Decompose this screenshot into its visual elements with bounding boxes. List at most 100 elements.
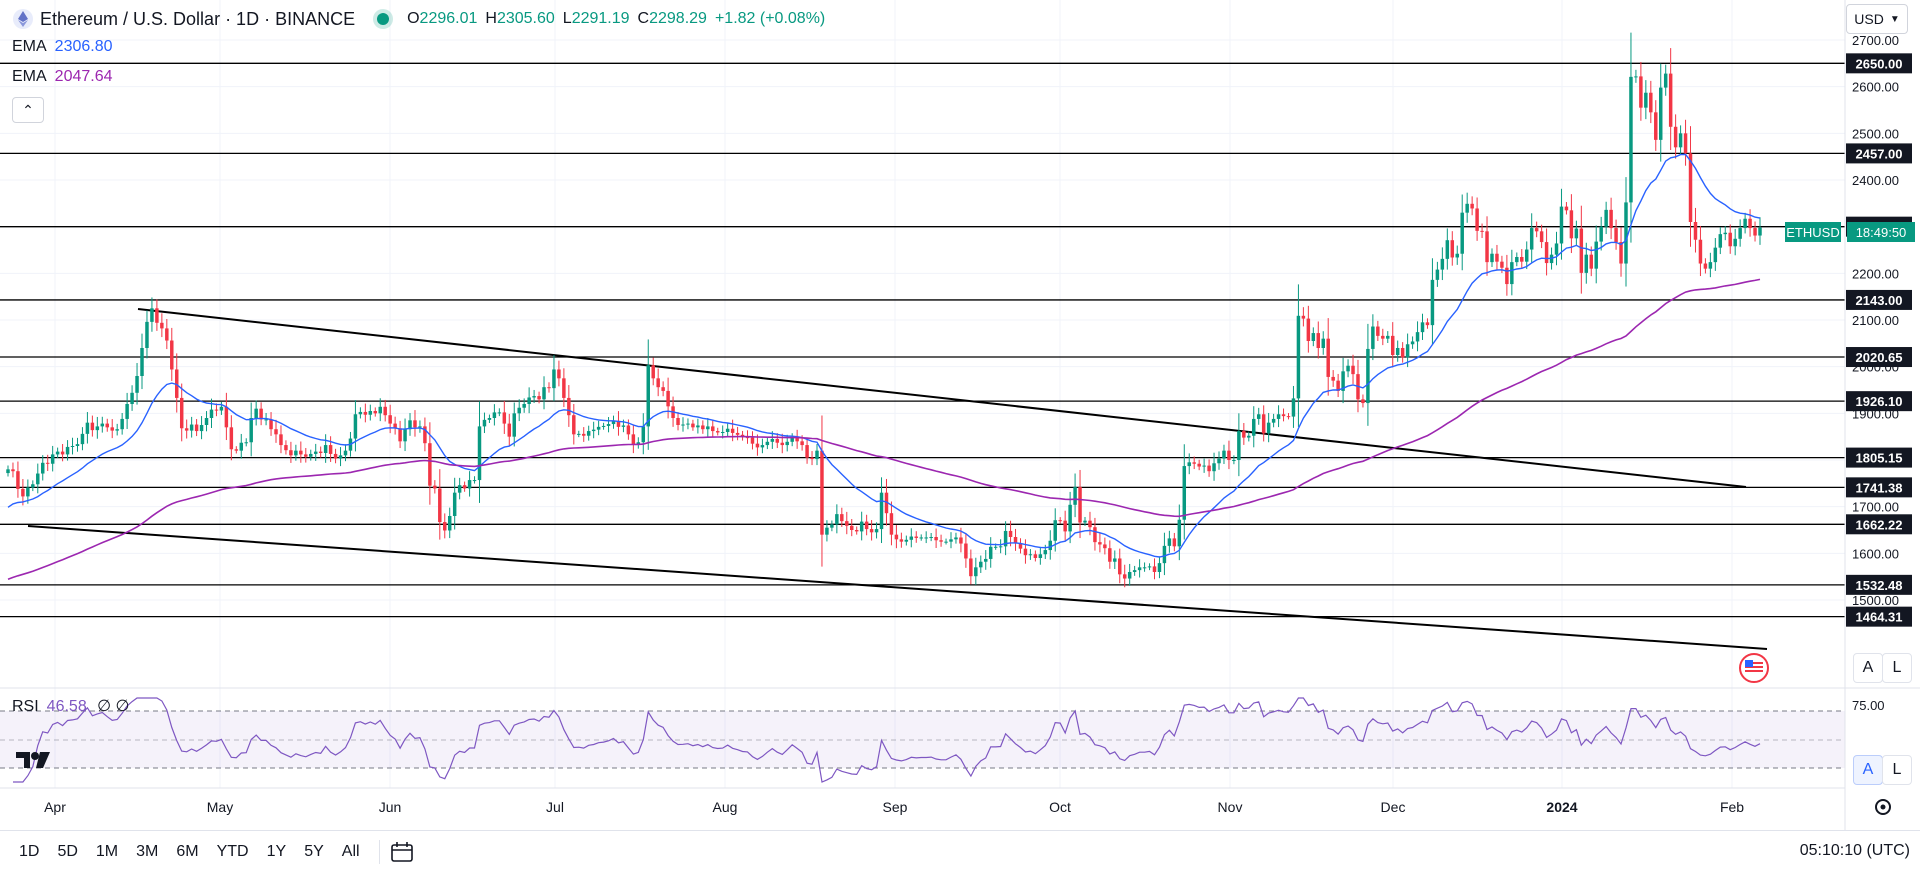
upper-trendline[interactable] [137, 308, 1747, 488]
candle-body [964, 543, 968, 559]
clock-utc[interactable]: 05:10:10 (UTC) [1799, 842, 1910, 859]
candle-body [1450, 240, 1455, 258]
ema-fast-legend[interactable]: EMA 2306.80 [12, 38, 113, 55]
candle-body [1316, 333, 1321, 348]
candle-body [1197, 463, 1201, 467]
chevron-up-icon: ⌃ [22, 101, 34, 118]
price-level-label-bg [1846, 347, 1912, 368]
symbol-title[interactable]: Ethereum / U.S. Dollar · 1D · BINANCE [40, 8, 356, 29]
range-5d[interactable]: 5D [57, 843, 78, 860]
candle-body [1634, 76, 1638, 78]
price-axis-tick: 2100.00 [1852, 313, 1899, 328]
candle-body [988, 546, 993, 559]
candle-body [229, 427, 234, 450]
range-6m[interactable]: 6M [176, 843, 199, 860]
candle-body [487, 418, 492, 420]
candle-body [706, 426, 710, 430]
candle-body [1693, 222, 1698, 240]
time-axis[interactable]: Apr May Jun Jul Aug Sep Oct Nov Dec 2024 Feb [44, 799, 1744, 815]
candles-series[interactable] [6, 32, 1762, 588]
candle-body [1266, 422, 1271, 434]
currency-label: USD [1854, 11, 1884, 27]
range-ytd[interactable]: YTD [216, 843, 249, 860]
symbol-tag-countdown: 18:49:50 [1856, 225, 1907, 240]
rsi-log-scale-button[interactable]: L [1882, 755, 1912, 785]
candle-body [1510, 262, 1514, 285]
range-1m[interactable]: 1M [95, 843, 119, 860]
candle-body [1539, 231, 1544, 243]
candle-body [1713, 247, 1718, 263]
calendar-range-icon[interactable] [390, 841, 414, 863]
flag-us-icon[interactable] [1739, 653, 1769, 683]
candle-body [1400, 348, 1405, 358]
candle-body [1599, 226, 1603, 242]
candle-body [6, 469, 10, 474]
candle-body [1668, 73, 1673, 127]
lower-trendline[interactable] [27, 525, 1768, 650]
candle-body [790, 438, 794, 442]
candle-body [1276, 414, 1281, 419]
candle-body [810, 457, 814, 460]
candle-body [1291, 398, 1296, 417]
rsi-auto-scale-button[interactable]: A [1853, 755, 1883, 785]
horizontal-levels[interactable] [0, 62, 1845, 618]
log-scale-button[interactable]: L [1882, 653, 1912, 683]
candle-body [264, 419, 268, 421]
candle-body [552, 369, 556, 389]
chevron-down-icon: ▼ [1889, 13, 1900, 25]
range-1y[interactable]: 1Y [266, 843, 287, 860]
candle-body [854, 530, 859, 532]
candle-body [1202, 465, 1206, 467]
candle-body [1440, 258, 1445, 270]
candle-body [125, 404, 129, 419]
candle-body [155, 308, 159, 323]
ema-slow-legend[interactable]: EMA 2047.64 [12, 68, 113, 85]
candle-body [1118, 558, 1122, 575]
candle-body [919, 537, 923, 539]
candle-body [11, 469, 15, 472]
candle-body [914, 536, 918, 538]
range-1d[interactable]: 1D [19, 843, 40, 860]
candle-body [189, 424, 194, 431]
candle-body [929, 537, 933, 538]
range-5y[interactable]: 5Y [304, 843, 324, 860]
candle-body [378, 406, 382, 414]
candle-body [909, 536, 914, 540]
candle-body [462, 485, 467, 489]
candle-body [1758, 227, 1762, 236]
candle-body [1505, 267, 1509, 285]
candle-body [31, 484, 35, 488]
market-open-icon[interactable] [377, 13, 390, 25]
candle-body [512, 413, 516, 437]
svg-text:75.00: 75.00 [1852, 698, 1885, 713]
candle-body [626, 425, 631, 435]
range-3m[interactable]: 3M [136, 843, 159, 860]
currency-selector[interactable]: USD ▼ [1846, 4, 1908, 34]
price-level-label-bg [1846, 447, 1912, 468]
tradingview-logo[interactable] [14, 748, 54, 779]
collapse-legend-button[interactable]: ⌃ [12, 97, 44, 123]
range-all[interactable]: All [341, 843, 360, 860]
settings-gear-icon[interactable] [1875, 799, 1891, 815]
candle-body [1058, 520, 1062, 522]
candle-body [1192, 462, 1196, 464]
candle-body [244, 442, 248, 444]
price-level-label-bg [1846, 53, 1912, 74]
candle-body [894, 534, 899, 540]
candle-body [596, 426, 601, 430]
rsi-legend[interactable]: RSI 46.58 ∅ ∅ [12, 698, 130, 715]
candle-body [447, 516, 452, 531]
candle-body [45, 462, 50, 464]
candle-body [750, 437, 755, 444]
candle-body [581, 433, 586, 436]
candle-body [284, 445, 288, 451]
bottom-toolbar: 1D 5D 1M 3M 6M YTD 1Y 5Y All [0, 830, 1920, 873]
candle-body [507, 423, 512, 437]
candle-body [438, 488, 442, 523]
auto-scale-button[interactable]: A [1853, 653, 1883, 683]
candle-body [1252, 418, 1256, 436]
candle-body [780, 442, 784, 446]
candle-body [1366, 348, 1370, 404]
price-axis-tick: 2500.00 [1852, 126, 1899, 141]
